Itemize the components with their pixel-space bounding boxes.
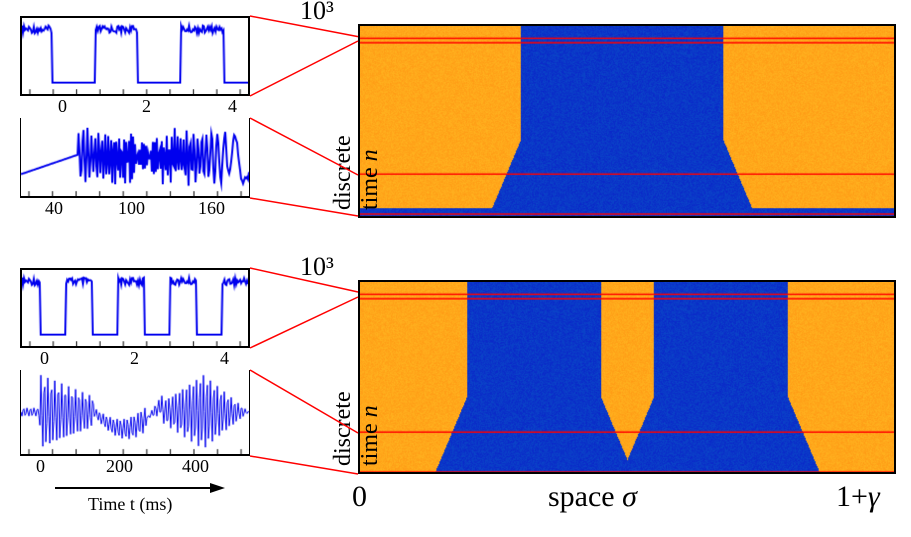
heatmap-bottom-ylabel: discrete time n [330, 391, 384, 466]
ylabel-text-bot-1: discrete [330, 391, 356, 466]
inset-d-canvas [21, 370, 249, 454]
ylabel-text-bot-2: time [357, 417, 383, 466]
inset-a-tick-2: 4 [228, 96, 237, 117]
figure-root: 10³ discrete time n 10³ discrete time n … [0, 0, 911, 537]
inset-b-panel [20, 118, 250, 198]
inset-c-panel [20, 268, 250, 348]
inset-b-canvas [21, 118, 249, 196]
inset-b-tick-2: 160 [198, 198, 225, 219]
xaxis-left-label: 0 [352, 480, 367, 514]
inset-b-tick-1: 100 [118, 198, 145, 219]
xaxis-sigma: σ [622, 480, 637, 513]
inset-a-panel [20, 16, 250, 96]
ylabel-text-top-1: discrete [330, 135, 356, 210]
inset-c-tick-1: 2 [130, 348, 139, 369]
heatmap-top-ytop: 10³ [300, 0, 334, 26]
inset-c-tick-0: 0 [40, 348, 49, 369]
ylabel-n-bot: n [357, 405, 383, 417]
inset-d-tick-2: 400 [182, 456, 209, 477]
xaxis-gamma-suffix: γ [868, 480, 880, 513]
inset-d-tick-1: 200 [106, 456, 133, 477]
inset-c-tick-2: 4 [220, 348, 229, 369]
inset-a-tick-0: 0 [58, 96, 67, 117]
inset-b-tick-0: 40 [45, 198, 63, 219]
time-axis-label: Time t (ms) [88, 494, 172, 515]
inset-a-tick-1: 2 [142, 96, 151, 117]
heatmap-bottom-canvas [360, 282, 894, 472]
inset-d-tick-0: 0 [36, 456, 45, 477]
inset-d-panel [20, 370, 250, 456]
ylabel-text-top-2: time [357, 161, 383, 210]
heatmap-top-panel [358, 24, 896, 218]
xaxis-space-text: space [548, 480, 622, 513]
heatmap-top-ylabel: discrete time n [330, 135, 384, 210]
xaxis-right-label: 1+γ [836, 480, 880, 514]
inset-c-canvas [22, 270, 248, 346]
xaxis-center-label: space σ [548, 480, 637, 514]
heatmap-bottom-panel [358, 280, 896, 474]
heatmap-bottom-ytop: 10³ [300, 252, 334, 282]
heatmap-top-canvas [360, 26, 894, 216]
ylabel-n-top: n [357, 149, 383, 161]
inset-a-canvas [22, 18, 248, 94]
